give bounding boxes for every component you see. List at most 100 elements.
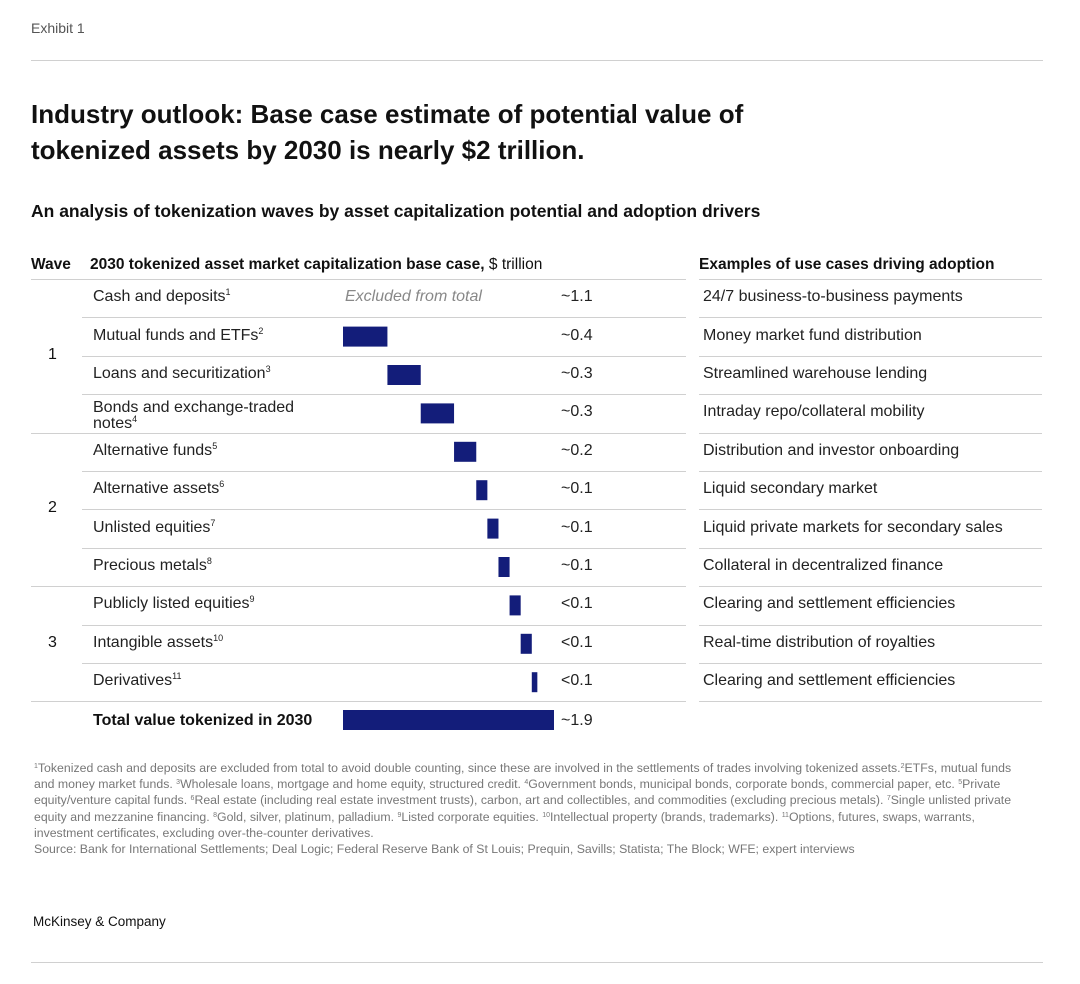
use-case-rule [699,432,1042,434]
bar-total [343,710,554,730]
footnote-number: 7 [886,795,891,803]
wave-rule [31,701,686,703]
row-label: Precious metals8 [93,557,212,575]
footnote-marker: 6 [219,479,225,490]
footnote-item: Single unlisted private equity and mezza… [34,793,1012,824]
value-label: ~0.2 [561,441,593,459]
row-label: Alternative funds5 [93,441,217,460]
wave-number: 2 [48,499,57,517]
bar-derivatives [531,672,538,693]
use-case-rule [699,317,1042,319]
footnote-item: Wholesale loans, mortgage and home equit… [180,777,525,792]
footnote-marker: 10 [213,632,224,643]
use-case-label: Liquid private markets for secondary sal… [703,518,1003,536]
wave-column-header: Wave [31,256,71,273]
footnote-item: Intellectual property (brands, trademark… [549,809,782,824]
footnote-marker: 3 [265,364,271,374]
row-label: Loans and securitization3 [93,365,271,383]
wave-rule [31,432,686,434]
row-label-text: Derivatives [93,672,173,690]
chart-title: Industry outlook: Base case estimate of … [31,99,744,165]
footnote-marker: 2 [258,325,264,336]
use-case-rule [699,663,1042,664]
row-rule [82,547,686,549]
row-label-text: Loans and securitization [93,365,266,382]
wave-number: 1 [48,345,57,363]
use-case-rule [699,394,1042,396]
value-label: <0.1 [561,672,593,690]
use-case-rule [699,586,1042,588]
row-label: Bonds and exchange-traded notes4 [93,400,333,432]
bar-alternative-funds [454,441,477,462]
row-label-text: Unlisted equities [93,518,211,536]
footnote-number: 6 [190,795,195,803]
use-case-label: Intraday repo/collateral mobility [703,403,925,421]
use-case-rule [699,355,1042,357]
row-label-text: Alternative assets [93,480,220,498]
wave-number: 3 [48,633,57,651]
footnote-item: Gold, silver, platinum, palladium. [217,809,398,824]
bar-bonds-and-exchange-traded-notes [420,403,455,424]
value-label: ~0.1 [561,557,593,574]
measure-header-text: 2030 tokenized asset market capitalizati… [90,256,485,273]
use-case-label: Clearing and settlement efficiencies [703,672,956,690]
row-label-text: Cash and deposits [93,288,226,306]
use-case-rule [699,471,1042,472]
row-rule [82,509,686,511]
top-divider [31,60,1043,61]
header-rule-left [31,279,686,280]
excluded-note: Excluded from total [345,288,482,306]
row-label: Publicly listed equities9 [93,595,255,613]
footnote-number: 4 [524,779,529,787]
footnote-item: Private equity/venture capital funds. [34,777,1001,808]
footnote-item: ETFs, mutual funds and money market fund… [34,761,1012,792]
use-case-label: Distribution and investor onboarding [703,441,960,459]
row-label-text: Precious metals [93,557,207,574]
use-case-column-header: Examples of use cases driving adoption [699,256,995,273]
footnote-item: Government bonds, municipal bonds, corpo… [528,777,959,792]
use-case-rule [699,547,1042,549]
footnote-item: Options, futures, swaps, warrants, inves… [34,809,975,840]
use-case-label: Collateral in decentralized finance [703,557,944,574]
footnote-marker: 8 [206,556,212,566]
bottom-divider [31,962,1043,963]
bar-unlisted-equities [487,518,499,539]
total-label: Total value tokenized in 2030 [93,712,313,729]
footnote-number: 9 [397,811,402,819]
value-label: <0.1 [561,633,593,651]
row-label-text: Mutual funds and ETFs [93,326,259,344]
footnote-marker: 7 [210,517,216,528]
footnote-number: 2 [900,763,905,770]
exhibit-label: Exhibit 1 [31,20,85,36]
footnote-number: 8 [213,811,218,819]
footnote-marker: 11 [172,671,182,682]
row-rule [82,624,686,626]
bar-mutual-funds-and-etfs [343,326,388,347]
total-value-label: ~1.9 [561,712,593,729]
row-label-text: Alternative funds [93,441,213,459]
row-label: Alternative assets6 [93,480,224,498]
row-rule [82,471,686,472]
use-case-label: Liquid secondary market [703,480,878,498]
row-rule [82,663,686,664]
bar-publicly-listed-equities [509,595,521,616]
value-label: ~0.3 [561,365,593,382]
footnote-marker: 4 [132,414,138,425]
use-case-label: Money market fund distribution [703,326,922,344]
use-case-label: Clearing and settlement efficiencies [703,595,956,613]
source-note: Source: Bank for International Settlemen… [34,842,855,857]
row-rule [82,317,686,319]
row-rule [82,355,686,357]
row-label: Derivatives11 [93,672,181,690]
value-label: ~1.1 [561,288,593,306]
measure-column-header: 2030 tokenized asset market capitalizati… [90,256,542,274]
header-rule-right [699,279,1042,280]
unit-label: $ trillion [488,256,543,273]
value-label: ~0.4 [561,326,593,344]
footnote-item: Tokenized cash and deposits are excluded… [37,761,901,775]
row-label: Intangible assets10 [93,632,224,652]
value-label: ~0.3 [561,403,593,421]
use-case-label: Real-time distribution of royalties [703,633,936,651]
row-label: Mutual funds and ETFs2 [93,325,264,345]
